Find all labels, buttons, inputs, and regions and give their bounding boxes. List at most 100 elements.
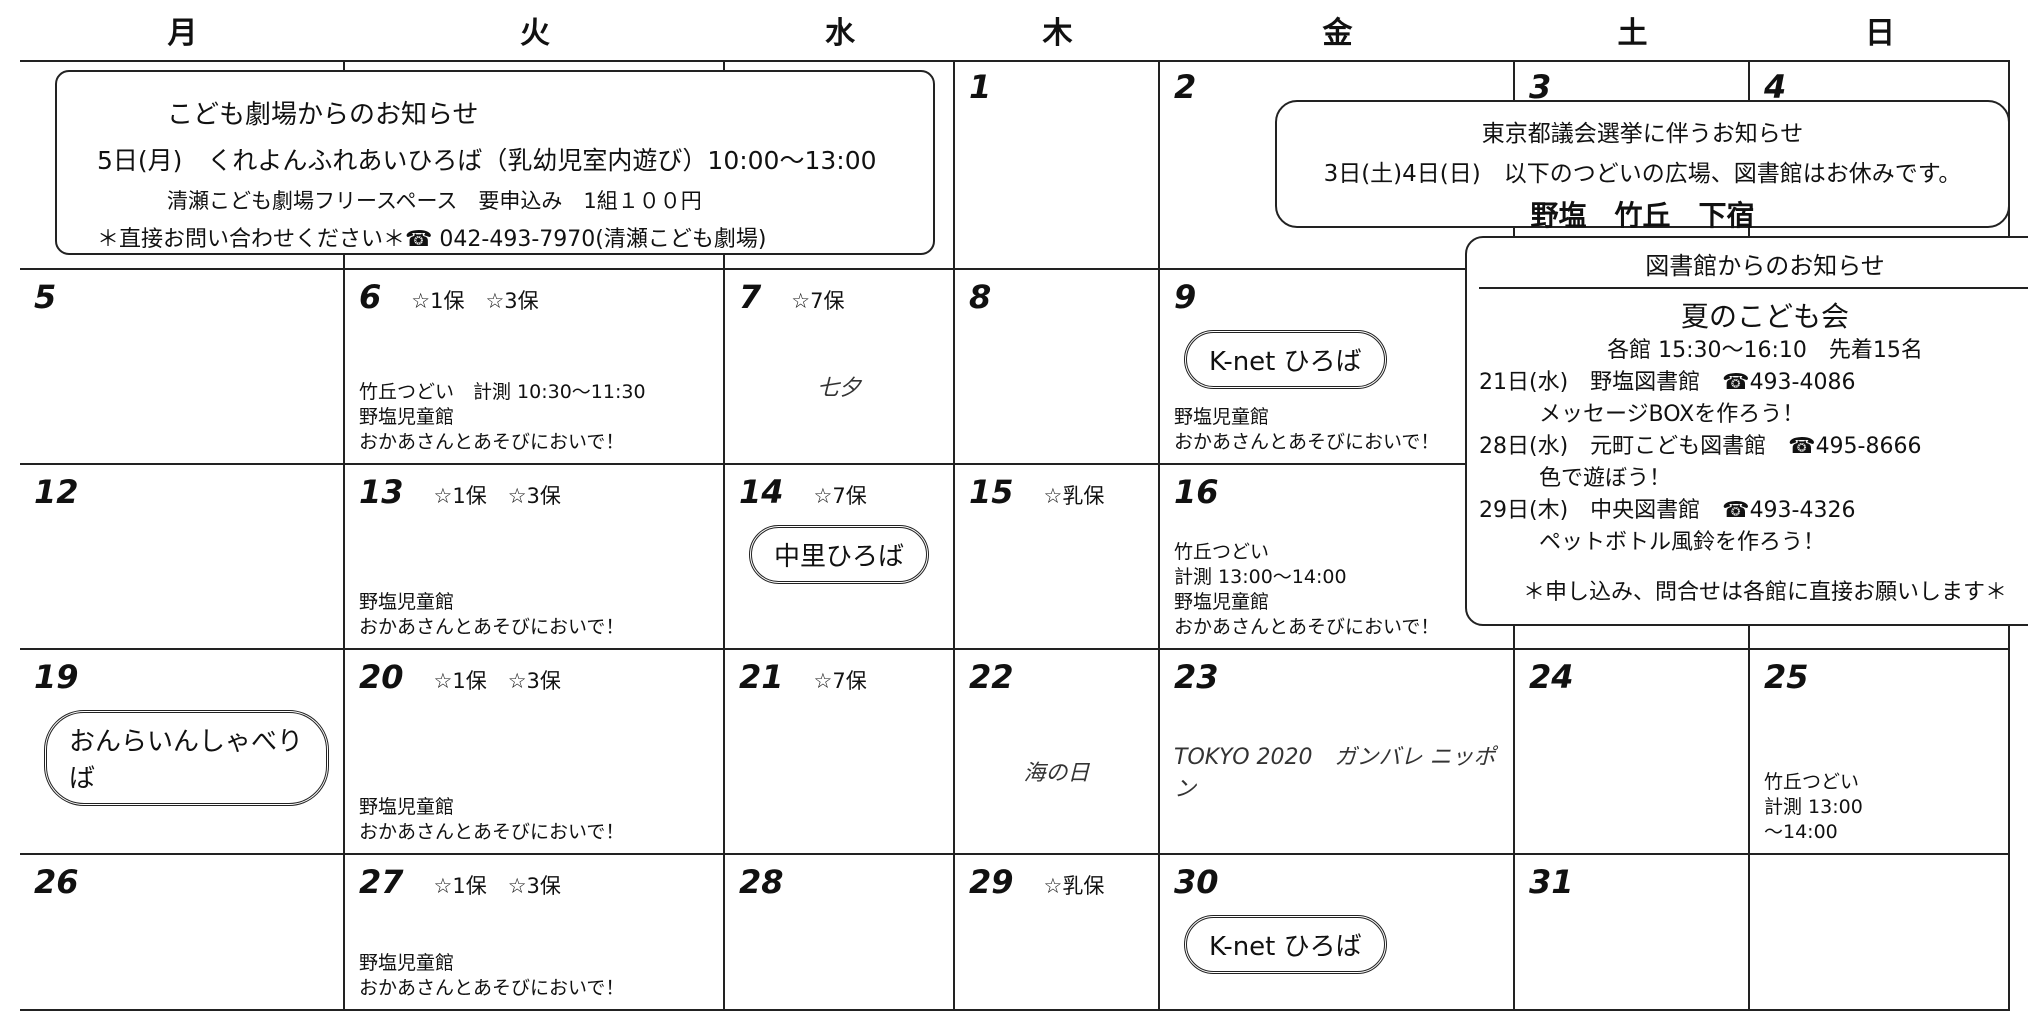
day-number: 3	[1529, 68, 1552, 106]
cell-top: 3	[1529, 68, 1734, 106]
day-cell: 23 TOKYO 2020 ガンバレ ニッポン	[1160, 650, 1515, 855]
day-number: 30	[1174, 863, 1219, 901]
event-badge: K-net ひろば	[1184, 915, 1387, 974]
notice-line: 各館 15:30～16:10 先着15名	[1607, 338, 1923, 363]
day-number: 7	[739, 278, 762, 316]
cell-top: 22	[969, 658, 1144, 696]
cell-top: 20 ☆1保 ☆3保	[359, 658, 709, 696]
nursery-tags: ☆乳保	[1043, 484, 1105, 508]
event-line: 野塩児童館	[359, 952, 455, 974]
cell-top: 24	[1529, 658, 1734, 696]
nursery-tags: ☆7保	[813, 669, 867, 693]
notice-title: こども劇場からのお知らせ	[167, 100, 479, 130]
event-lines: 野塩児童館おかあさんとあそびにおいで！	[359, 590, 709, 640]
day-number: 9	[1174, 278, 1197, 316]
event-line: 竹丘つどい	[1764, 771, 1860, 793]
event-line: 野塩児童館	[359, 591, 455, 613]
event-badge: K-net ひろば	[1184, 330, 1387, 389]
day-number: 6	[359, 278, 382, 316]
day-cell: 5	[20, 270, 345, 465]
cell-top: 8	[969, 278, 1144, 316]
cell-top: 4	[1764, 68, 1994, 106]
notice-line: 3日(土)4日(日) 以下のつどいの広場、図書館はお休みです。	[1323, 161, 1962, 187]
cell-top: 6 ☆1保 ☆3保	[359, 278, 709, 316]
notice-line: ＊直接お問い合わせください＊☎ 042-493-7970(清瀬こども劇場)	[97, 227, 767, 252]
event-lines: 竹丘つどい 計測 10:30～11:30 野塩児童館おかあさんとあそびにおいで！	[359, 380, 709, 455]
day-number: 24	[1529, 658, 1574, 696]
day-number: 13	[359, 473, 404, 511]
event-lines: 野塩児童館おかあさんとあそびにおいで！	[359, 795, 709, 845]
cell-top: 30	[1174, 863, 1499, 901]
day-cell: 26	[20, 855, 345, 1011]
doodle-text: 七夕	[816, 375, 861, 401]
event-lines: 竹丘つどい 計測 13:00～14:00 野塩児童館 おかあさんとあそびにおいで！	[1174, 540, 1499, 640]
library-notice: 図書館からのお知らせ 夏のこども会 各館 15:30～16:10 先着15名 21…	[1465, 236, 2028, 626]
day-cell: 24	[1515, 650, 1750, 855]
cell-top: 27 ☆1保 ☆3保	[359, 863, 709, 901]
nursery-tags: ☆1保 ☆3保	[411, 289, 539, 313]
day-number: 21	[739, 658, 784, 696]
event-line: 竹丘つどい	[1174, 541, 1270, 563]
day-cell: 15 ☆乳保	[955, 465, 1160, 650]
event-line: 野塩児童館	[359, 796, 455, 818]
event-line: ～14:00	[1764, 821, 1838, 843]
weekday-header: 火	[345, 0, 725, 62]
day-number: 31	[1529, 863, 1574, 901]
cell-top: 12	[34, 473, 329, 511]
notice-line: 色で遊ぼう！	[1539, 466, 1672, 491]
day-number: 27	[359, 863, 404, 901]
day-cell	[1750, 855, 2010, 1011]
notice-title: 東京都議会選挙に伴うお知らせ	[1481, 121, 1804, 147]
event-line: 竹丘つどい 計測 10:30～11:30	[359, 381, 646, 403]
event-line: 計測 13:00～14:00	[1174, 566, 1347, 588]
event-line: 野塩児童館	[1174, 591, 1270, 613]
weekday-header: 日	[1750, 0, 2010, 62]
event-line: おかあさんとあそびにおいで！	[1174, 431, 1440, 453]
notice-line: 野塩 竹丘 下宿	[1530, 199, 1755, 232]
doodle-text: 海の日	[1023, 760, 1090, 786]
cell-top: 13 ☆1保 ☆3保	[359, 473, 709, 511]
weekday-header: 水	[725, 0, 955, 62]
nursery-tags: ☆7保	[791, 289, 845, 313]
weekday-header: 金	[1160, 0, 1515, 62]
notice-line: ペットボトル風鈴を作ろう！	[1539, 530, 1826, 555]
notice-line: 5日(月) くれよんふれあいひろば（乳幼児室内遊び）10:00～13:00	[97, 146, 877, 175]
day-number: 8	[969, 278, 992, 316]
event-line: おかあさんとあそびにおいで！	[359, 431, 625, 453]
nursery-tags: ☆1保 ☆3保	[433, 874, 561, 898]
event-line: 野塩児童館	[359, 406, 455, 428]
day-cell: 9 K-net ひろば 野塩児童館 おかあさんとあそびにおいで！	[1160, 270, 1515, 465]
cell-top: 29 ☆乳保	[969, 863, 1144, 901]
cell-top: 14 ☆7保	[739, 473, 939, 511]
notice-line: メッセージBOXを作ろう！	[1539, 402, 1805, 427]
cell-top: 23	[1174, 658, 1499, 696]
cell-top: 15 ☆乳保	[969, 473, 1144, 511]
day-number: 1	[969, 68, 992, 106]
day-number: 12	[34, 473, 79, 511]
event-line: おかあさんとあそびにおいで！	[359, 616, 625, 638]
election-notice: 東京都議会選挙に伴うお知らせ 3日(土)4日(日) 以下のつどいの広場、図書館は…	[1275, 100, 2010, 232]
day-cell: 22 海の日	[955, 650, 1160, 855]
day-cell: 7 ☆7保七夕	[725, 270, 955, 465]
nursery-tags: ☆1保 ☆3保	[433, 484, 561, 508]
day-cell: 25 竹丘つどい 計測 13:00 ～14:00	[1750, 650, 2010, 855]
cell-top: 16	[1174, 473, 1499, 511]
day-cell: 1	[955, 60, 1160, 270]
day-number: 4	[1764, 68, 1787, 106]
cell-top: 25	[1764, 658, 1994, 696]
nursery-tags: ☆1保 ☆3保	[433, 669, 561, 693]
cell-top: 21 ☆7保	[739, 658, 939, 696]
notice-subtitle: 夏のこども会	[1680, 300, 1849, 333]
nursery-tags: ☆7保	[813, 484, 867, 508]
day-cell: 28	[725, 855, 955, 1011]
day-number: 2	[1174, 68, 1197, 106]
cell-top: 1	[969, 68, 1144, 106]
day-number: 29	[969, 863, 1014, 901]
day-number: 28	[739, 863, 784, 901]
day-number: 20	[359, 658, 404, 696]
event-badge: 中里ひろば	[749, 525, 930, 584]
cell-top: 26	[34, 863, 329, 901]
event-line: おかあさんとあそびにおいで！	[359, 821, 625, 843]
day-cell: 13 ☆1保 ☆3保野塩児童館おかあさんとあそびにおいで！	[345, 465, 725, 650]
day-cell: 31	[1515, 855, 1750, 1011]
